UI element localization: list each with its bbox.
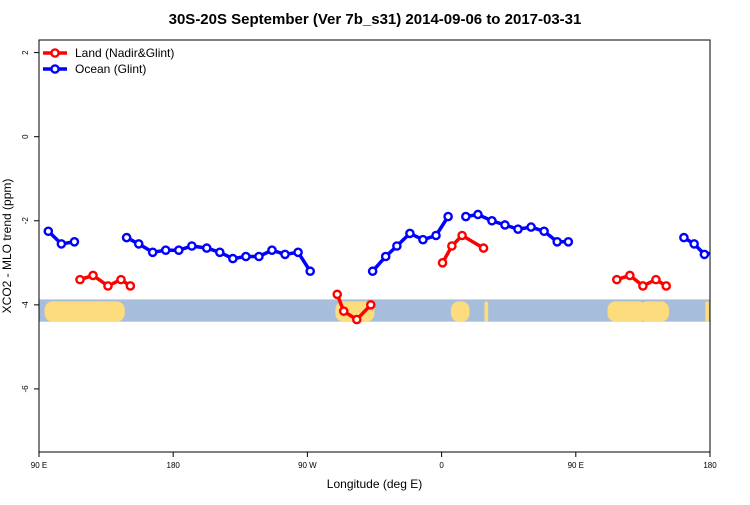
data-point xyxy=(280,249,290,260)
data-point xyxy=(254,251,264,262)
data-point xyxy=(125,281,136,291)
land-patch xyxy=(335,301,375,322)
x-tick-label: 90 W xyxy=(298,461,317,470)
series-land xyxy=(75,230,671,325)
x-tick-label: 180 xyxy=(703,461,717,470)
data-point xyxy=(563,236,574,247)
y-axis-label: XCO2 - MLO trend (ppm) xyxy=(0,179,14,314)
data-point xyxy=(43,226,54,237)
data-point xyxy=(147,247,158,258)
chart-title: 30S-20S September (Ver 7b_s31) 2014-09-0… xyxy=(169,11,582,28)
data-point xyxy=(457,230,467,241)
data-point xyxy=(173,245,184,256)
x-axis-label: Longitude (deg E) xyxy=(327,477,422,491)
x-tick-label: 90 E xyxy=(31,461,47,470)
data-point xyxy=(478,243,489,253)
data-point xyxy=(689,239,699,249)
data-point xyxy=(103,281,113,291)
land-patch xyxy=(705,301,710,322)
data-point xyxy=(267,245,277,256)
data-point xyxy=(88,270,98,281)
data-point xyxy=(338,306,349,316)
y-tick-label: -6 xyxy=(21,385,30,393)
data-point xyxy=(461,211,471,222)
data-point xyxy=(473,209,483,220)
x-tick-label: 180 xyxy=(167,461,181,470)
data-point xyxy=(332,289,343,300)
map-strip xyxy=(39,299,710,322)
data-point xyxy=(380,251,391,262)
land-patch xyxy=(94,301,125,322)
data-point xyxy=(365,300,376,310)
data-point xyxy=(513,224,523,234)
data-point xyxy=(201,243,212,253)
data-point xyxy=(293,247,303,258)
data-point xyxy=(187,241,197,251)
series-layer xyxy=(43,209,710,325)
legend-label: Ocean (Glint) xyxy=(75,62,146,76)
y-tick-label: 0 xyxy=(21,134,30,139)
data-point xyxy=(699,249,710,260)
data-point xyxy=(539,226,549,237)
data-point xyxy=(305,266,315,277)
data-point xyxy=(447,241,457,251)
data-point xyxy=(418,234,428,245)
data-point xyxy=(56,239,67,249)
data-point xyxy=(552,236,562,247)
data-point xyxy=(625,270,635,281)
data-point xyxy=(75,274,85,285)
data-point xyxy=(405,228,415,239)
legend-marker xyxy=(50,48,60,58)
legend: Land (Nadir&Glint) Ocean (Glint) xyxy=(43,46,174,76)
data-point xyxy=(228,253,238,264)
plot-frame xyxy=(38,39,711,453)
data-point xyxy=(443,211,453,222)
land-patch xyxy=(484,301,489,322)
series-line xyxy=(335,293,373,322)
legend-label: Land (Nadir&Glint) xyxy=(75,46,174,60)
y-tick-label: -4 xyxy=(21,301,30,309)
data-point xyxy=(437,258,448,268)
data-point xyxy=(367,266,378,277)
data-point xyxy=(392,241,402,251)
land-patch xyxy=(44,301,110,322)
series-ocean xyxy=(43,209,710,277)
data-point xyxy=(351,314,362,325)
data-point xyxy=(612,274,622,285)
land-patch xyxy=(639,301,669,322)
data-point xyxy=(431,230,441,241)
land-patch xyxy=(450,301,470,322)
data-point xyxy=(487,215,497,226)
data-point xyxy=(160,245,171,256)
data-point xyxy=(241,251,251,262)
data-point xyxy=(121,232,132,243)
data-point xyxy=(651,274,661,285)
land-patch xyxy=(607,301,647,322)
data-point xyxy=(133,239,144,249)
y-tick-label: 2 xyxy=(21,50,30,55)
data-point xyxy=(661,281,671,291)
y-tick-label: -2 xyxy=(21,217,30,225)
data-point xyxy=(638,281,648,291)
data-point xyxy=(526,222,536,232)
y-axis: 2 0 -2 -4 -6 xyxy=(21,50,39,393)
series-line xyxy=(440,233,485,264)
x-tick-label: 0 xyxy=(439,461,444,470)
data-point xyxy=(214,247,225,258)
data-point xyxy=(679,232,689,243)
data-point xyxy=(500,220,510,230)
data-point xyxy=(69,236,80,247)
legend-marker xyxy=(50,64,60,74)
x-axis: 90 E 180 90 W 0 90 E 180 xyxy=(31,452,717,470)
series-line xyxy=(682,236,710,257)
data-point xyxy=(116,274,126,285)
x-tick-label: 90 E xyxy=(568,461,584,470)
